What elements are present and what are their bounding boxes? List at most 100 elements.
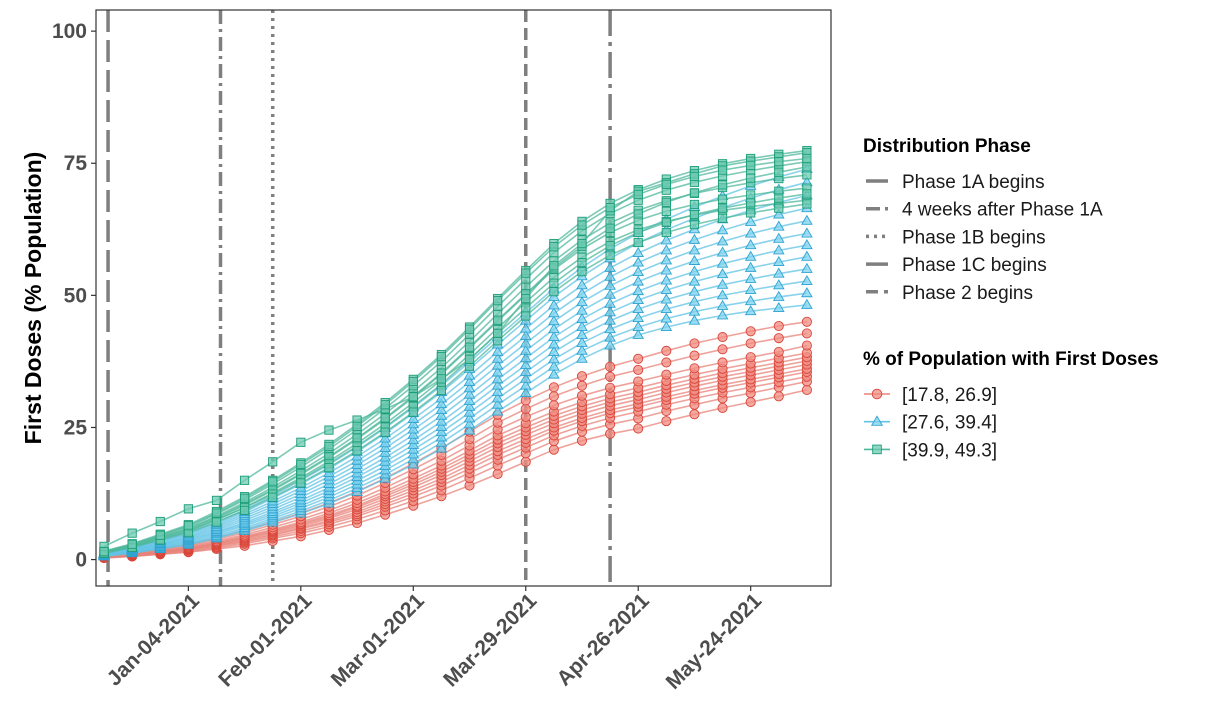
data-point (408, 407, 418, 417)
data-point (463, 418, 476, 429)
data-point (717, 203, 728, 213)
data-point (633, 227, 643, 238)
data-point (660, 283, 673, 295)
data-point (689, 209, 700, 220)
data-point (296, 437, 306, 447)
data-point (463, 394, 476, 405)
data-point (744, 227, 757, 238)
data-point (772, 301, 785, 312)
data-point (689, 363, 700, 374)
data-point (801, 384, 812, 395)
group-legend-marker (871, 388, 883, 400)
data-point (774, 157, 784, 167)
data-point (688, 254, 701, 265)
data-point (746, 173, 756, 183)
data-point (380, 413, 390, 423)
data-point (689, 409, 700, 420)
data-point (605, 223, 615, 233)
data-point (520, 395, 531, 406)
data-point (660, 274, 673, 285)
series-line (103, 187, 807, 554)
data-point (549, 261, 559, 271)
data-point (660, 264, 673, 275)
data-point (661, 206, 671, 216)
data-point (660, 293, 673, 304)
data-point (604, 297, 616, 308)
data-point (576, 287, 588, 298)
phase-legend-title: Distribution Phase (863, 136, 1031, 157)
x-tick-label: Apr-26-2021 (552, 589, 654, 691)
data-point (604, 279, 616, 290)
data-point (436, 352, 446, 362)
data-point (604, 331, 616, 342)
x-tick-label: Feb-01-2021 (214, 589, 316, 691)
data-point (408, 392, 418, 402)
data-point (773, 346, 784, 357)
data-point (716, 246, 729, 257)
data-point (493, 328, 503, 338)
y-axis-title: First Doses (% Population) (20, 152, 46, 445)
data-point (519, 322, 532, 333)
data-point (435, 409, 448, 420)
data-point (688, 305, 701, 316)
data-point (661, 357, 672, 368)
data-point (519, 379, 532, 390)
data-point (576, 390, 588, 401)
data-point (717, 165, 728, 175)
data-point (688, 244, 701, 255)
data-point (688, 265, 701, 276)
phase-legend-label: 4 weeks after Phase 1A (902, 200, 1103, 221)
group-legend-title: % of Population with First Doses (863, 349, 1159, 370)
data-point (548, 391, 559, 402)
data-point (296, 478, 306, 488)
data-point (491, 405, 504, 416)
data-point (773, 333, 784, 344)
data-point (774, 193, 784, 203)
data-point (155, 530, 165, 540)
data-point (604, 261, 616, 272)
data-point (380, 427, 390, 437)
data-point (661, 227, 671, 238)
data-point (548, 323, 560, 334)
phase-legend-label: Phase 1A begins (902, 172, 1045, 193)
data-point (519, 337, 532, 348)
data-point (744, 305, 757, 316)
data-point (576, 304, 588, 315)
data-point (549, 287, 559, 297)
data-point (605, 241, 615, 251)
data-point (604, 288, 616, 299)
data-point (745, 397, 756, 408)
data-point (801, 227, 813, 238)
data-point (746, 190, 756, 200)
data-point (491, 366, 504, 377)
data-point (745, 352, 756, 363)
data-point (211, 517, 222, 527)
data-point (240, 505, 250, 516)
data-point (633, 376, 644, 387)
data-point (801, 298, 813, 309)
data-point (435, 442, 448, 453)
data-point (549, 278, 559, 288)
data-point (352, 446, 362, 456)
data-point (352, 433, 362, 443)
y-tick-label: 75 (64, 152, 88, 175)
data-point (772, 255, 785, 267)
data-point (716, 309, 729, 320)
data-point (407, 434, 420, 445)
data-point (577, 238, 587, 249)
data-point (576, 312, 588, 324)
data-point (772, 244, 785, 255)
data-point (435, 415, 448, 426)
data-point (774, 203, 784, 213)
data-point (716, 299, 729, 310)
data-point (746, 208, 756, 218)
data-point (716, 257, 729, 268)
data-point (689, 199, 700, 210)
data-point (604, 339, 616, 350)
data-point (744, 250, 757, 261)
data-point (576, 296, 588, 307)
data-point (660, 312, 673, 323)
group-legend-marker (872, 444, 882, 455)
data-point (576, 380, 588, 391)
data-point (491, 398, 504, 409)
